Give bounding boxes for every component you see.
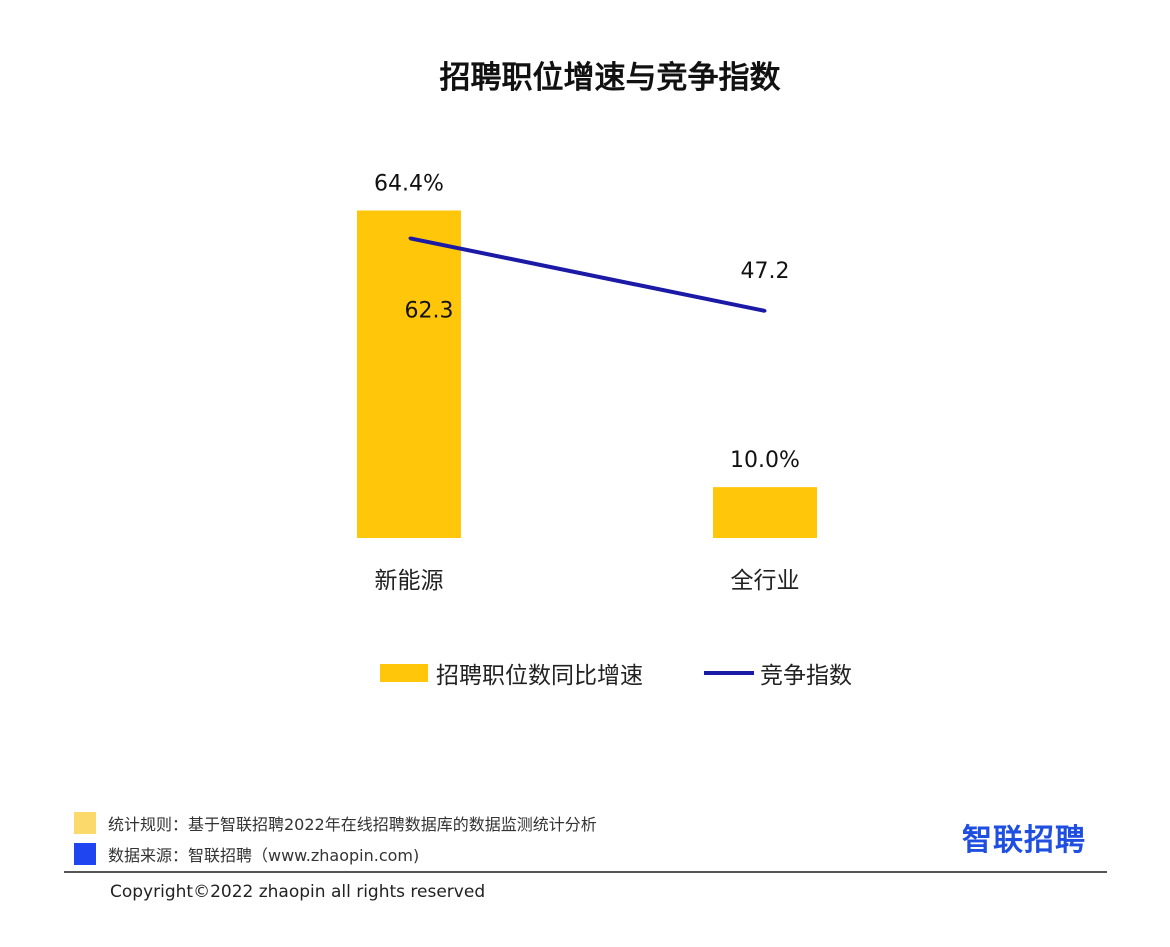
legend-item-bar: 招聘职位数同比增速 [380,656,643,690]
bar [357,210,461,539]
line-point [408,236,412,240]
line-data-label: 62.3 [405,298,454,323]
rule-swatch [74,812,96,834]
footer-source-note: 数据来源：智联招聘（www.zhaopin.com) [74,842,419,866]
x-tick-label: 新能源 [375,568,444,594]
line-data-label: 47.2 [741,259,790,284]
bar-data-label: 64.4% [374,171,444,196]
legend-label-bar: 招聘职位数同比增速 [436,663,643,689]
rule-text: 统计规则：基于智联招聘2022年在线招聘数据库的数据监测统计分析 [108,815,597,834]
source-text: 数据来源：智联招聘（www.zhaopin.com) [108,846,420,865]
line-series [409,236,766,313]
line-point [763,309,767,313]
zhaopin-logo: 智联招聘 [962,823,1086,858]
footer-divider [64,871,1107,873]
copyright-text: Copyright©2022 zhaopin all rights reserv… [110,882,486,902]
x-tick-label: 全行业 [731,568,800,594]
source-swatch [74,843,96,865]
legend-swatch-bar [380,664,428,682]
bar-data-label: 10.0% [730,448,800,473]
bar [713,487,817,538]
legend-swatch-line [704,671,754,675]
footer-rule-note: 统计规则：基于智联招聘2022年在线招聘数据库的数据监测统计分析 [74,811,597,835]
chart-plot: 64.4% 10.0% 62.3 47.2 新能源 全行业 [357,171,817,594]
legend-label-line: 竞争指数 [760,663,852,689]
chart-title: 招聘职位增速与竞争指数 [439,60,781,96]
legend-item-line: 竞争指数 [704,656,852,690]
